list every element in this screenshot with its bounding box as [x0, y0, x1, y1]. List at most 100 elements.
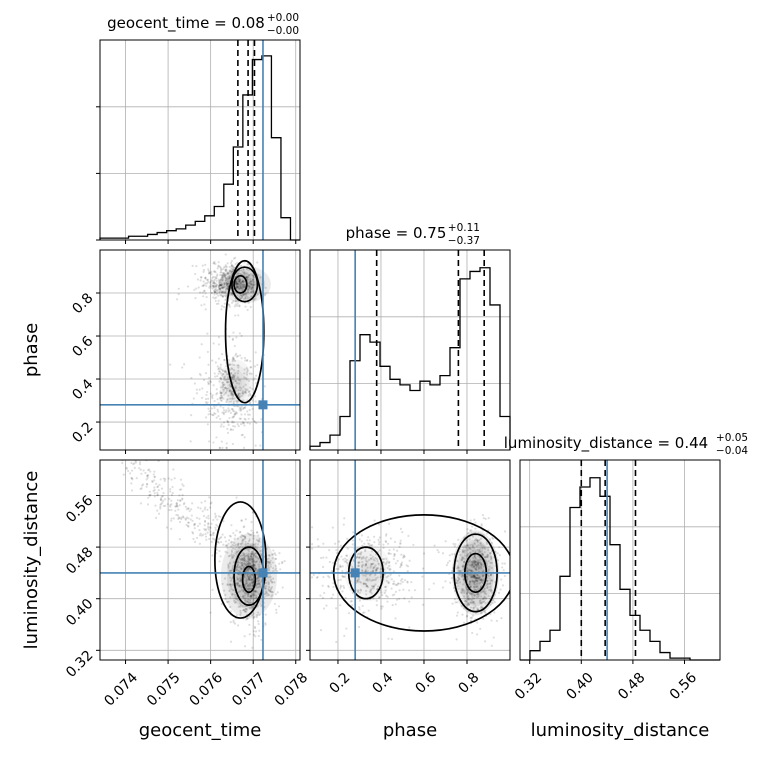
- sample-point: [461, 548, 464, 552]
- sample-point: [212, 280, 216, 284]
- sample-point: [167, 477, 170, 480]
- sample-point: [473, 576, 476, 579]
- sample-point: [239, 297, 242, 300]
- sample-point: [239, 611, 242, 615]
- sample-point: [279, 568, 282, 571]
- sample-point: [249, 394, 253, 397]
- sample-point: [253, 419, 256, 423]
- sample-point: [376, 585, 380, 588]
- sample-point: [200, 276, 203, 279]
- sample-point: [212, 533, 215, 537]
- sample-point: [241, 534, 245, 538]
- sample-point: [240, 283, 244, 286]
- sample-point: [264, 585, 267, 588]
- sample-point: [148, 494, 152, 497]
- sample-point: [363, 582, 366, 585]
- sample-point: [229, 372, 233, 375]
- sample-point: [476, 621, 479, 624]
- sample-point: [177, 287, 180, 290]
- sample-point: [476, 539, 479, 542]
- sample-point: [242, 283, 245, 286]
- sample-point: [198, 291, 202, 294]
- sample-point: [172, 517, 175, 520]
- sample-point: [178, 537, 181, 541]
- sample-point: [198, 522, 201, 525]
- sample-point: [391, 582, 395, 586]
- sample-point: [248, 372, 251, 375]
- sample-point: [317, 545, 320, 548]
- sample-point: [233, 537, 236, 540]
- sample-point: [169, 504, 172, 507]
- sample-point: [441, 586, 445, 589]
- sample-point: [213, 278, 216, 281]
- sample-point: [242, 552, 246, 555]
- sample-point: [476, 563, 479, 566]
- sample-point: [256, 261, 259, 264]
- sample-point: [233, 305, 236, 308]
- sample-point: [252, 633, 256, 637]
- sample-point: [212, 284, 216, 287]
- sample-point: [474, 605, 477, 608]
- sample-point: [375, 570, 378, 573]
- sample-point: [260, 545, 263, 548]
- sample-point: [241, 421, 245, 424]
- sample-point: [237, 425, 240, 428]
- sample-point: [501, 562, 504, 565]
- sample-point: [237, 389, 240, 392]
- sample-point: [238, 287, 241, 290]
- sample-point: [481, 573, 484, 577]
- x-tick-label: 0.078: [272, 670, 312, 710]
- sample-point: [200, 501, 203, 504]
- sample-point: [244, 608, 248, 611]
- sample-point: [222, 281, 226, 284]
- sample-point: [242, 554, 245, 557]
- sample-point: [469, 576, 473, 579]
- sample-point: [225, 281, 228, 284]
- sample-point: [247, 553, 250, 556]
- sample-point: [370, 592, 373, 595]
- sample-point: [190, 376, 193, 380]
- sample-point: [227, 359, 230, 362]
- sample-point: [283, 560, 286, 563]
- sample-point: [466, 570, 469, 573]
- sample-point: [243, 535, 246, 538]
- sample-point: [248, 583, 251, 586]
- sample-point: [234, 372, 237, 375]
- sample-point: [368, 578, 371, 581]
- sample-point: [244, 295, 247, 298]
- sample-point: [252, 593, 256, 596]
- sample-point: [407, 534, 410, 538]
- sample-point: [222, 291, 225, 294]
- sample-point: [253, 590, 257, 593]
- sample-point: [246, 268, 249, 271]
- sample-point: [241, 559, 244, 562]
- sample-point: [234, 569, 237, 572]
- sample-point: [242, 280, 245, 283]
- sample-point: [230, 393, 233, 397]
- sample-point: [231, 374, 235, 377]
- sample-point: [470, 564, 474, 567]
- sample-point: [388, 561, 391, 564]
- sample-point: [378, 540, 381, 544]
- sample-point: [230, 540, 233, 543]
- sample-point: [482, 597, 485, 601]
- sample-point: [461, 588, 464, 591]
- sample-point: [195, 516, 199, 519]
- sample-point: [373, 565, 376, 568]
- sample-point: [370, 563, 373, 566]
- sample-point: [221, 381, 224, 384]
- sample-point: [204, 277, 207, 280]
- sample-point: [206, 390, 209, 394]
- sample-point: [176, 504, 179, 508]
- sample-point: [233, 359, 237, 363]
- sample-point: [267, 588, 270, 591]
- sample-point: [254, 567, 257, 570]
- sample-point: [181, 498, 184, 501]
- sample-point: [236, 364, 239, 367]
- sample-point: [252, 291, 256, 294]
- sample-point: [362, 563, 365, 566]
- sample-point: [242, 566, 246, 569]
- sample-point: [236, 537, 240, 540]
- sample-point: [483, 592, 486, 595]
- sample-point: [249, 280, 252, 283]
